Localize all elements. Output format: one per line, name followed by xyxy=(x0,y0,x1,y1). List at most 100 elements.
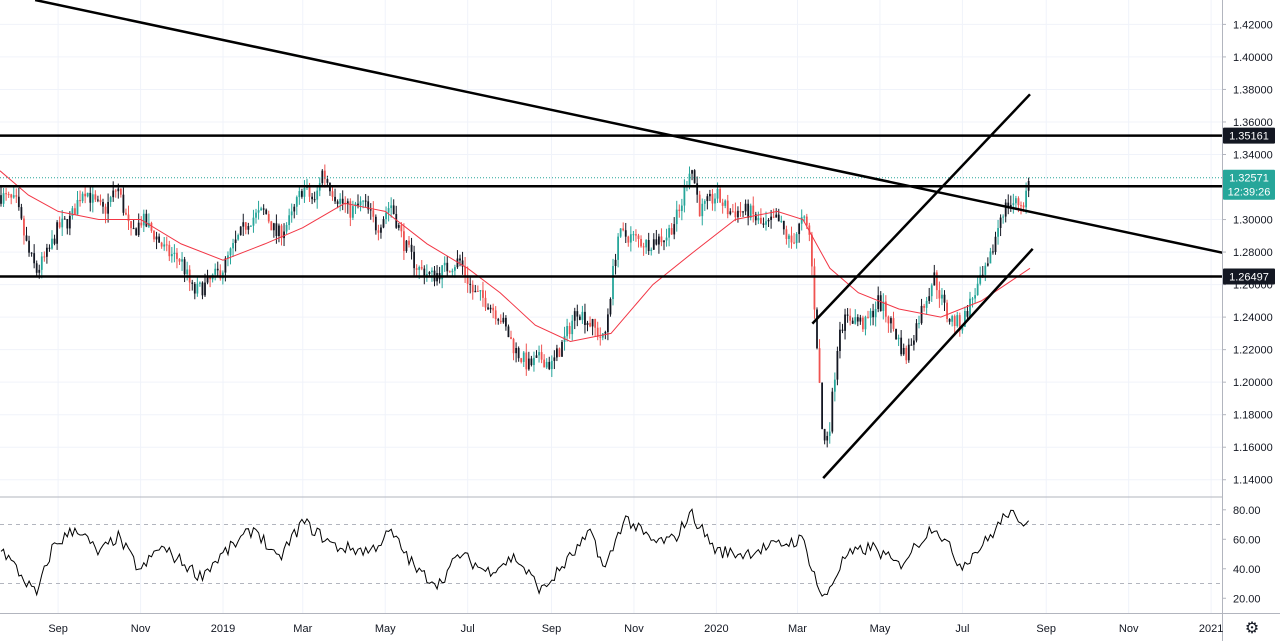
candle-body xyxy=(38,269,41,273)
trend-line[interactable] xyxy=(34,0,1223,254)
candle-body xyxy=(790,235,793,243)
candle-body xyxy=(81,193,84,202)
candle-body xyxy=(441,265,444,280)
candle-body xyxy=(757,217,760,221)
candle-body xyxy=(890,318,892,324)
candle-body xyxy=(622,228,625,231)
price-tick-label: 1.28000 xyxy=(1233,247,1273,259)
candle-body xyxy=(301,191,303,197)
candle-body xyxy=(84,193,87,197)
candle-body xyxy=(951,316,954,322)
candle-body xyxy=(489,307,492,310)
candle-body xyxy=(589,322,591,327)
candle-body xyxy=(680,205,683,212)
time-tick-label: May xyxy=(870,623,891,635)
candle-body xyxy=(999,217,1002,228)
candle-body xyxy=(737,210,739,218)
candle-body xyxy=(530,358,533,366)
time-tick-label: Mar xyxy=(788,623,807,635)
candle-body xyxy=(515,348,517,354)
candle-body xyxy=(578,316,581,320)
candle-body xyxy=(762,223,765,225)
trend-line[interactable] xyxy=(811,93,1031,325)
candle-body xyxy=(298,191,301,198)
candle-body xyxy=(596,327,599,337)
candle-body xyxy=(474,290,477,293)
candle-body xyxy=(247,226,250,230)
candle-body xyxy=(821,382,823,429)
candle-body xyxy=(961,326,964,331)
candle-body xyxy=(675,209,678,225)
candle-body xyxy=(897,337,900,340)
candle-body xyxy=(706,196,709,202)
candle-body xyxy=(387,208,390,213)
candle-body xyxy=(191,282,194,284)
candle-body xyxy=(484,297,487,308)
time-tick-label: Sep xyxy=(542,623,562,635)
last-price-badge-bg xyxy=(1223,169,1275,200)
candle-body xyxy=(209,276,211,280)
candle-body xyxy=(239,226,242,236)
candle-body xyxy=(826,435,829,441)
candle-body xyxy=(958,315,961,331)
trend-lines[interactable] xyxy=(34,0,1223,479)
candle-body xyxy=(497,319,500,321)
candle-body xyxy=(10,194,13,198)
candle-body xyxy=(79,199,81,202)
candle-body xyxy=(357,203,359,206)
price-axis[interactable]: 1.420001.400001.380001.360001.340001.320… xyxy=(1222,19,1273,487)
candle-body xyxy=(683,187,686,206)
candle-body xyxy=(30,252,33,254)
trend-line[interactable] xyxy=(822,247,1034,479)
candle-body xyxy=(1022,205,1025,208)
candle-body xyxy=(380,227,382,233)
candle-body xyxy=(877,295,880,309)
candle-body xyxy=(760,217,762,224)
candle-body xyxy=(823,428,826,441)
candle-body xyxy=(527,358,530,370)
candle-body xyxy=(423,268,426,278)
candle-body xyxy=(456,258,459,268)
candle-body xyxy=(408,240,410,245)
candle-body xyxy=(479,290,482,292)
candle-body xyxy=(454,267,456,271)
candle-body xyxy=(795,234,798,244)
candle-body xyxy=(994,236,997,253)
settings-gear-icon[interactable]: ⚙ xyxy=(1244,618,1260,637)
candle-body xyxy=(1025,190,1027,208)
price-tick-label: 1.22000 xyxy=(1233,345,1273,357)
candle-body xyxy=(102,201,104,207)
time-axis[interactable]: Sep Nov 2019 Mar May Jul Sep Nov 2020 Mar May Jul Se… xyxy=(48,623,1223,635)
candle-body xyxy=(724,200,727,206)
candle-body xyxy=(272,223,275,231)
candle-body xyxy=(665,237,668,241)
indicator-axis[interactable]: 80.00 60.00 40.00 20.00 xyxy=(1222,505,1261,605)
candle-body xyxy=(612,266,614,300)
time-tick-label: 2019 xyxy=(211,623,235,635)
candle-body xyxy=(851,320,854,324)
candle-body xyxy=(895,328,897,340)
candle-body xyxy=(390,205,393,209)
horizontal-levels[interactable] xyxy=(0,134,1222,278)
candle-body xyxy=(714,198,716,204)
candle-body xyxy=(604,331,607,334)
candle-body xyxy=(35,263,38,273)
candle-body xyxy=(632,234,635,236)
candle-body xyxy=(290,211,293,216)
candle-body xyxy=(377,230,380,233)
candle-body xyxy=(770,216,772,220)
candle-body xyxy=(586,322,589,326)
candle-body xyxy=(61,218,64,228)
candle-body xyxy=(864,316,867,330)
candle-body xyxy=(716,188,719,199)
candle-body xyxy=(466,275,469,284)
candle-body xyxy=(482,290,484,298)
candle-body xyxy=(754,214,757,221)
candle-body xyxy=(193,283,196,294)
candle-body xyxy=(782,220,785,230)
candle-body xyxy=(928,296,931,301)
candle-body xyxy=(811,234,813,267)
candle-body xyxy=(17,196,20,208)
candle-body xyxy=(836,350,839,380)
